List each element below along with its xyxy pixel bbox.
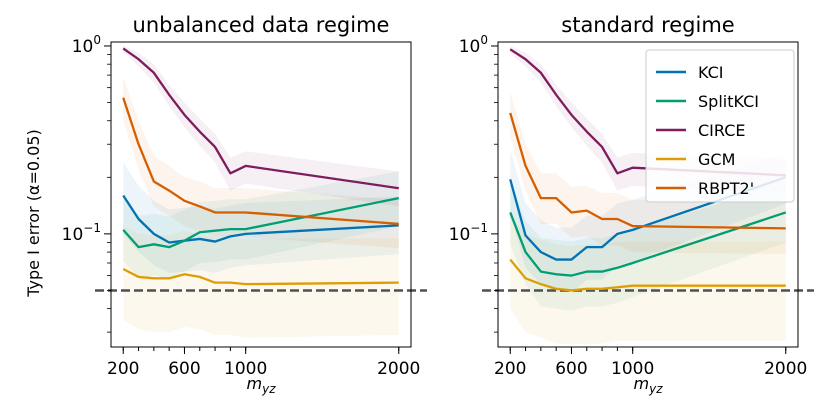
chart0-ytick-label: 100 bbox=[72, 33, 101, 57]
chart0-xtick-label: 600 bbox=[168, 359, 200, 379]
chart1-xlabel: myz bbox=[634, 374, 664, 396]
chart0-title: unbalanced data regime bbox=[133, 13, 390, 37]
chart1-xtick-label: 2000 bbox=[764, 359, 807, 379]
chart1-xtick-label: 600 bbox=[555, 359, 587, 379]
chart0-line-circe bbox=[122, 47, 399, 190]
chart0-line-rbpt2 bbox=[122, 97, 399, 226]
chart1-legend-label-gcm: GCM bbox=[698, 150, 735, 169]
chart1-legend-label-circe: CIRCE bbox=[698, 121, 746, 140]
chart1-legend-label-splitkci: SplitKCI bbox=[698, 92, 759, 111]
chart-panel-standard: standard regime 200 600 1000 2000 10−1 100 myz K… bbox=[449, 13, 814, 396]
chart0-xtick-label: 2000 bbox=[377, 359, 420, 379]
chart1-frame bbox=[497, 41, 799, 348]
chart1-ytick-label: 100 bbox=[459, 33, 488, 57]
chart0-band-circe bbox=[123, 45, 399, 207]
chart0-xtick-label: 1000 bbox=[224, 359, 267, 379]
chart1-title: standard regime bbox=[561, 13, 734, 37]
chart1-legend-label-rbpt2: RBPT2' bbox=[698, 179, 754, 198]
chart0-band-kci bbox=[123, 162, 399, 273]
chart0-line-gcm bbox=[122, 268, 399, 286]
chart0-ytick-label: 10−1 bbox=[62, 221, 101, 245]
chart1-line-gcm bbox=[509, 258, 786, 292]
chart1-line-rbpt2 bbox=[509, 112, 786, 230]
chart1-legend-label-kci: KCI bbox=[698, 63, 724, 82]
chart1-line-circe bbox=[509, 48, 786, 177]
chart1-band-gcm bbox=[510, 215, 786, 344]
chart1-band-splitkci bbox=[510, 181, 786, 311]
y-axis-label: Type I error (α=0.05) bbox=[24, 129, 43, 298]
chart1-line-splitkci bbox=[509, 211, 787, 277]
chart0-xlabel: myz bbox=[247, 374, 277, 396]
chart1-legend-box bbox=[645, 49, 795, 203]
chart1-xtick-label: 1000 bbox=[611, 359, 654, 379]
chart1-legend: KCI SplitKCI CIRCE GCM RBPT2' bbox=[645, 49, 795, 203]
chart0-band-gcm bbox=[123, 226, 399, 338]
chart0-frame bbox=[110, 41, 412, 348]
chart0-line-kci bbox=[122, 194, 399, 244]
chart1-band-rbpt2 bbox=[510, 91, 786, 255]
chart1-line-kci bbox=[509, 176, 787, 261]
chart0-xtick-label: 200 bbox=[107, 359, 139, 379]
chart0-band-rbpt2 bbox=[123, 77, 399, 249]
chart1-ytick-label: 10−1 bbox=[449, 221, 488, 245]
chart1-xtick-label: 200 bbox=[494, 359, 526, 379]
chart-panel-unbalanced: unbalanced data regime 200 600 1000 2000 10−1… bbox=[62, 13, 427, 396]
chart0-line-splitkci bbox=[122, 196, 399, 249]
